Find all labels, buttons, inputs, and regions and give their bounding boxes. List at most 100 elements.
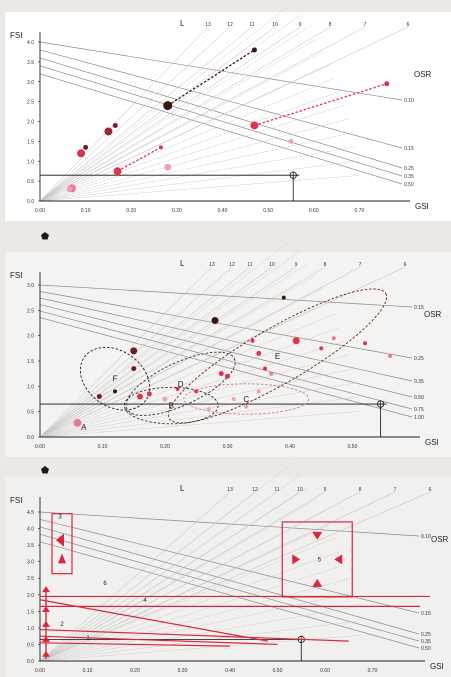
data-point [96, 393, 102, 399]
x-tick-label: 0.70 [368, 668, 378, 674]
l-line [39, 26, 301, 202]
data-point [137, 393, 143, 400]
x-tick-label: 0.50 [273, 668, 283, 674]
x-tick-label: 0.50 [263, 208, 273, 214]
data-point [104, 127, 113, 136]
cluster-label: E [275, 352, 280, 361]
osr-axis-title: OSR [424, 310, 442, 319]
l-value-label: 12 [229, 262, 235, 268]
osr-line [39, 310, 413, 410]
y-tick-label: 1.5 [27, 609, 34, 615]
l-line [39, 26, 331, 202]
l-fan-line [39, 592, 353, 662]
osr-axis-title: OSR [431, 535, 449, 544]
osr-value-label: 0.10 [421, 534, 431, 540]
zone-line [39, 635, 278, 646]
l-line [39, 26, 209, 202]
l-fan-line [39, 146, 356, 202]
data-point [175, 386, 180, 391]
y-tick-label: 2.0 [27, 593, 34, 599]
osr-line [39, 65, 403, 177]
l-value-label: 13 [227, 487, 233, 493]
l-fan-line [39, 160, 358, 202]
cluster-ellipse [183, 383, 310, 415]
zone-arrowhead [334, 554, 343, 565]
y-tick-label: 2.5 [27, 308, 34, 314]
y-tick-label: 2.0 [27, 334, 34, 340]
data-point [244, 404, 249, 409]
l-fan-line [39, 275, 317, 438]
x-tick-label: 0.20 [160, 444, 170, 450]
y-tick-label: 1.0 [27, 159, 34, 165]
osr-value-label: 1.00 [414, 415, 424, 421]
data-point [331, 336, 336, 341]
l-value-label: 7 [364, 22, 367, 28]
x-tick-label: 0.00 [35, 208, 45, 214]
l-fan-line [39, 606, 356, 662]
x-tick-label: 0.30 [172, 208, 182, 214]
osr-guide-lines [39, 511, 420, 649]
zone-arrowhead [42, 635, 50, 642]
data-point [77, 149, 86, 158]
l-value-label: 6 [429, 487, 432, 493]
l-fan-line [39, 250, 301, 438]
panel-card [5, 252, 451, 457]
l-value-label: 6 [407, 22, 410, 28]
x-axis-title: GSI [415, 202, 429, 211]
l-value-label: 9 [324, 487, 327, 493]
panel-bottom: 0.00 0.10 0.20 0.30 0.40 0.50 0.60 0.70 0.0 0.5 1.… [5, 463, 451, 677]
osr-line [39, 519, 420, 614]
osr-value-label: 0.75 [414, 407, 424, 413]
l-fan-line [39, 511, 324, 662]
y-tick-label: 4.0 [27, 527, 34, 533]
x-tick-label: 0.10 [81, 208, 91, 214]
l-value-label: 13 [209, 262, 215, 268]
l-value-label: 10 [297, 487, 303, 493]
panel-marker [41, 232, 49, 240]
osr-value-label: 0.25 [404, 166, 414, 172]
panel-top: 0.00 0.10 0.20 0.30 0.40 0.50 0.60 0.70 0.0 0.5 1.… [5, 3, 451, 221]
l-fan-line [39, 499, 317, 662]
zone-arrowhead [42, 586, 50, 593]
y-tick-label: 1.0 [27, 384, 34, 390]
osr-value-label: 0.25 [414, 356, 424, 362]
y-tick-label: 0.5 [27, 642, 34, 648]
data-point [164, 163, 172, 171]
y-tick-label: 3.0 [27, 283, 34, 289]
osr-line [39, 317, 413, 418]
l-fan-line [39, 564, 346, 662]
osr-value-label: 0.35 [421, 639, 431, 645]
x-axis-title: GSI [425, 438, 439, 447]
data-point [218, 371, 224, 377]
zone-arrowhead [42, 620, 50, 627]
l-fan-line [39, 262, 309, 438]
data-point [113, 389, 117, 394]
data-point [113, 167, 122, 176]
osr-line [39, 541, 420, 649]
y-tick-label: 1.5 [27, 359, 34, 365]
cluster-label: C [243, 395, 249, 404]
l-fan-line [39, 537, 336, 662]
data-point [131, 366, 137, 372]
l-line [39, 266, 213, 438]
l-value-label: 10 [269, 262, 275, 268]
osr-value-label: 0.10 [404, 98, 414, 104]
zone-label: 3 [58, 515, 62, 521]
zone-arrowhead [292, 554, 301, 565]
l-fan-line [39, 474, 301, 662]
osr-line [39, 73, 403, 185]
osr-value-label: 0.15 [421, 611, 431, 617]
osr-line [39, 41, 403, 101]
l-value-label: 8 [324, 262, 327, 268]
osr-line [39, 526, 420, 635]
l-fan-line [39, 118, 350, 202]
x-tick-label: 0.00 [35, 668, 45, 674]
osr-value-label: 0.35 [414, 379, 424, 385]
zone-label: 5 [318, 557, 322, 563]
panel-marker [41, 466, 49, 474]
y-tick-label: 0.5 [27, 410, 34, 416]
osr-value-label: 0.25 [421, 632, 431, 638]
x-tick-label: 0.60 [309, 208, 319, 214]
l-line [39, 491, 396, 662]
l-line [39, 491, 431, 662]
